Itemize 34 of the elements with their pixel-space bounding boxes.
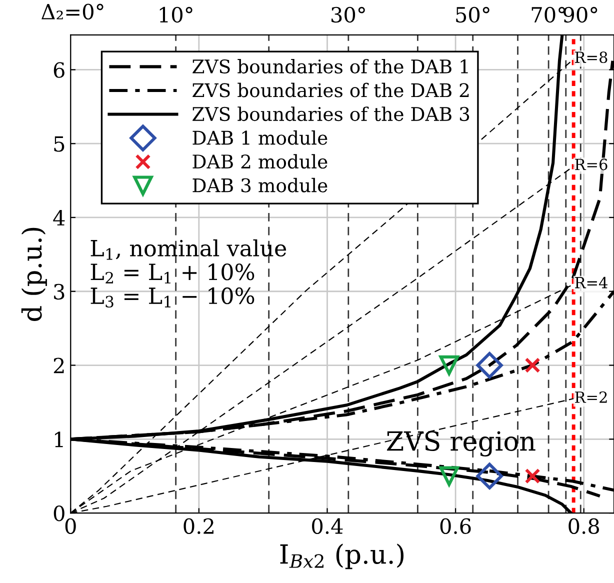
- legend-label: DAB 1 module: [192, 130, 328, 145]
- annotation: 10°: [160, 6, 192, 23]
- legend-label: DAB 2 module: [192, 154, 328, 169]
- annotation: 50°: [456, 6, 490, 23]
- legend-label: ZVS boundaries of the DAB 2: [192, 82, 469, 98]
- annotation: R=4: [575, 276, 608, 288]
- y-tick-label: 3: [54, 284, 64, 300]
- annotation: R=2: [575, 391, 607, 403]
- annotation: L$_{3}$ = L$_{1}$ − 10%: [90, 287, 254, 308]
- x-tick-label: 0.4: [312, 518, 343, 534]
- annotation: L$_{1}$, nominal value: [90, 239, 286, 260]
- y-axis-title: d (p.u.): [21, 228, 47, 321]
- x-tick-label: 0: [65, 518, 76, 534]
- x-tick-label: 0.2: [184, 518, 214, 534]
- annotation: 30°: [332, 6, 365, 23]
- x-tick-label: 0.6: [440, 518, 471, 534]
- annotation: R=8: [575, 52, 608, 64]
- legend-label: DAB 3 module: [192, 178, 328, 192]
- x-axis-title: I$_{Bx2}$ (p.u.): [280, 544, 404, 570]
- y-tick-label: 6: [54, 62, 64, 78]
- y-tick-label: 2: [54, 358, 64, 374]
- annotation: 70°: [532, 6, 566, 23]
- y-tick-label: 1: [55, 432, 63, 448]
- x-tick-label: 0.8: [568, 518, 600, 534]
- annotation: R=6: [575, 158, 608, 170]
- y-tick-label: 0: [54, 505, 64, 522]
- y-tick-label: 4: [53, 210, 65, 226]
- annotation: L$_{2}$ = L$_{1}$ + 10%: [90, 263, 254, 284]
- text: Δ₂=0°: [42, 4, 104, 20]
- annotation: ZVS region: [386, 431, 536, 456]
- y-tick-label: 5: [54, 136, 64, 152]
- legend-label: ZVS boundaries of the DAB 1: [192, 59, 468, 74]
- annotation: 90°: [563, 6, 598, 23]
- legend-label: ZVS boundaries of the DAB 3: [192, 106, 470, 122]
